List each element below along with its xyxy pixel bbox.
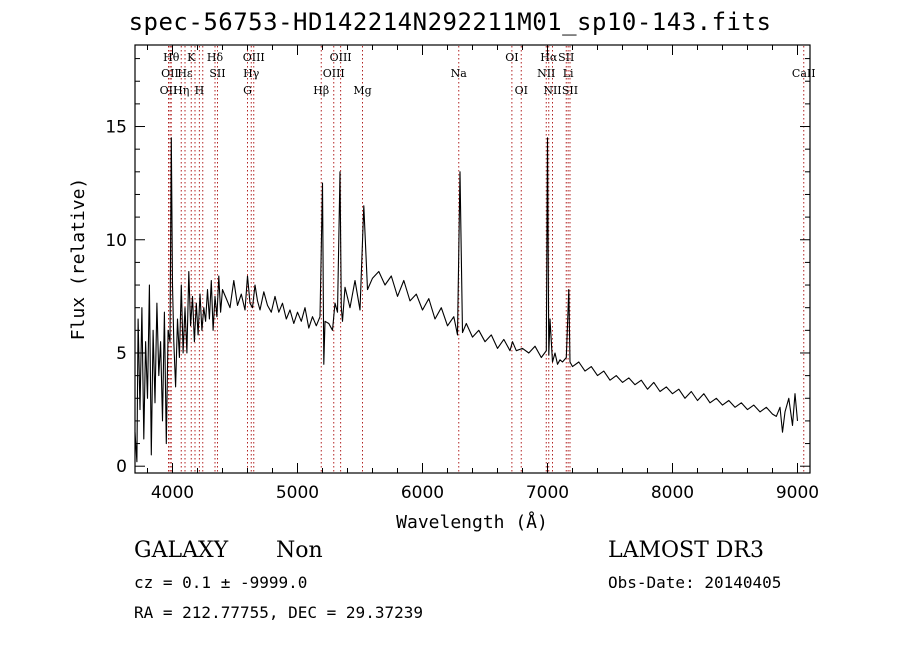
line-label-26: SII: [562, 84, 578, 97]
y-axis-label: Flux (relative): [68, 178, 89, 341]
coordinates-radec: RA = 212.77755, DEC = 29.37239: [134, 603, 423, 622]
line-label-27: CaII: [792, 67, 816, 80]
line-label-21: NII: [537, 67, 555, 80]
line-label-13: OIII: [243, 51, 265, 64]
observation-date: Obs-Date: 20140405: [608, 573, 782, 592]
x-tick-label-6000: 6000: [401, 483, 444, 503]
survey-name: LAMOST DR3: [608, 538, 764, 563]
spectrum-line: [134, 137, 799, 463]
line-label-19: OI: [505, 51, 518, 64]
spectral-line-labels: OII OII Hθ Hη Hε K H Hδ SII G Hγ OIII Hβ OIII OIII Mg Na…: [160, 51, 816, 97]
line-label-14: Hβ: [313, 84, 329, 97]
line-label-12: Hγ: [243, 67, 260, 80]
line-label-22: Hα: [540, 51, 558, 64]
line-label-25: Li: [563, 67, 574, 80]
line-label-24: SII: [558, 51, 574, 64]
line-label-0: OII: [160, 84, 178, 97]
line-label-9: Hδ: [207, 51, 224, 64]
line-label-2: Hθ: [163, 51, 180, 64]
line-label-20: OI: [515, 84, 528, 97]
line-label-4: Hε: [177, 67, 193, 80]
line-label-23: NII: [543, 84, 561, 97]
line-label-11: G: [243, 84, 252, 97]
line-label-7: H: [195, 84, 205, 97]
object-class: GALAXY: [134, 538, 229, 563]
spectrum-series: [134, 137, 799, 463]
line-label-1: OII: [161, 67, 179, 80]
x-tick-label-4000: 4000: [151, 483, 194, 503]
x-tick-label-8000: 8000: [651, 483, 694, 503]
x-axis-label: Wavelength (Å): [396, 511, 548, 533]
line-label-16: OIII: [330, 51, 352, 64]
redshift-cz: cz = 0.1 ± -9999.0: [134, 573, 308, 592]
line-label-3: Hη: [173, 84, 189, 97]
y-tick-label-10: 10: [105, 231, 127, 251]
chart-title: spec-56753-HD142214N292211M01_sp10-143.f…: [128, 8, 772, 36]
line-label-17: Mg: [353, 84, 371, 97]
spectral-line-markers: [168, 46, 805, 472]
x-tick-label-5000: 5000: [276, 483, 319, 503]
axes: 4000 5000 6000 7000 8000 9000 0 5 10 15: [105, 45, 819, 503]
line-label-15: OIII: [323, 67, 345, 80]
line-label-18: Na: [451, 67, 468, 80]
line-label-10: SII: [209, 67, 225, 80]
y-tick-label-0: 0: [116, 457, 127, 477]
y-tick-label-15: 15: [105, 118, 127, 138]
x-tick-label-9000: 9000: [776, 483, 819, 503]
object-subclass: Non: [276, 538, 323, 563]
x-tick-label-7000: 7000: [526, 483, 569, 503]
line-label-5: K: [187, 51, 196, 64]
plot-frame: [134, 44, 811, 474]
y-tick-label-5: 5: [116, 344, 127, 364]
